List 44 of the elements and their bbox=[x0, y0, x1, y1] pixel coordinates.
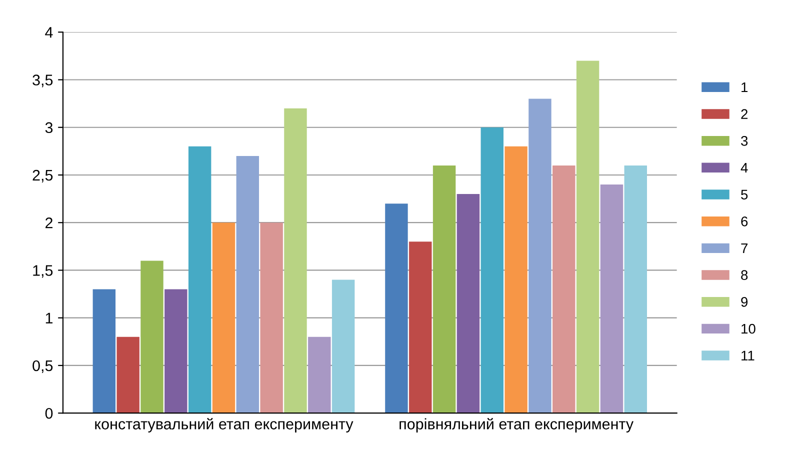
x-tick-label: констатувальний етап експерименту bbox=[95, 418, 354, 432]
bar bbox=[92, 289, 116, 414]
bar bbox=[385, 204, 408, 414]
bar bbox=[409, 242, 432, 414]
bar bbox=[552, 165, 576, 414]
bar bbox=[236, 156, 260, 414]
legend-label: 1 bbox=[742, 82, 748, 92]
bar bbox=[456, 194, 480, 414]
bar bbox=[576, 60, 600, 414]
legend-label: 5 bbox=[741, 190, 748, 200]
bar bbox=[212, 222, 236, 414]
legend-label: 2 bbox=[741, 109, 748, 119]
bar bbox=[164, 289, 188, 414]
bar bbox=[116, 336, 140, 414]
bar bbox=[432, 165, 456, 414]
x-tick-label: порівняльний етап експерименту bbox=[400, 418, 634, 432]
bar bbox=[140, 260, 164, 414]
y-tick-label: 0,5 bbox=[32, 360, 53, 373]
legend-label: 11 bbox=[742, 350, 754, 360]
y-tick-label: 2,5 bbox=[32, 170, 53, 182]
legend-label: 3 bbox=[741, 136, 748, 146]
y-tick-label: 0 bbox=[45, 408, 53, 419]
bar bbox=[624, 165, 647, 414]
y-tick-label: 4 bbox=[45, 27, 53, 38]
y-tick-label: 3 bbox=[45, 122, 53, 134]
bar bbox=[504, 146, 528, 414]
legend-label: 8 bbox=[741, 270, 748, 280]
bar bbox=[284, 108, 307, 414]
legend-label: 9 bbox=[741, 297, 748, 307]
bar bbox=[528, 98, 552, 414]
y-tick-label: 2 bbox=[46, 217, 52, 228]
bar bbox=[600, 184, 624, 414]
y-tick-label: 1,5 bbox=[33, 265, 53, 278]
bar bbox=[480, 127, 504, 414]
bar bbox=[308, 336, 331, 414]
legend-label: 10 bbox=[742, 324, 756, 334]
y-tick-label: 1 bbox=[46, 312, 52, 324]
y-tick-label: 3,5 bbox=[32, 74, 53, 88]
bar bbox=[260, 222, 283, 414]
bar bbox=[188, 146, 212, 414]
legend-label: 6 bbox=[741, 216, 748, 226]
legend-label: 4 bbox=[740, 162, 748, 173]
legend-label: 7 bbox=[741, 243, 748, 254]
bar bbox=[332, 280, 355, 414]
